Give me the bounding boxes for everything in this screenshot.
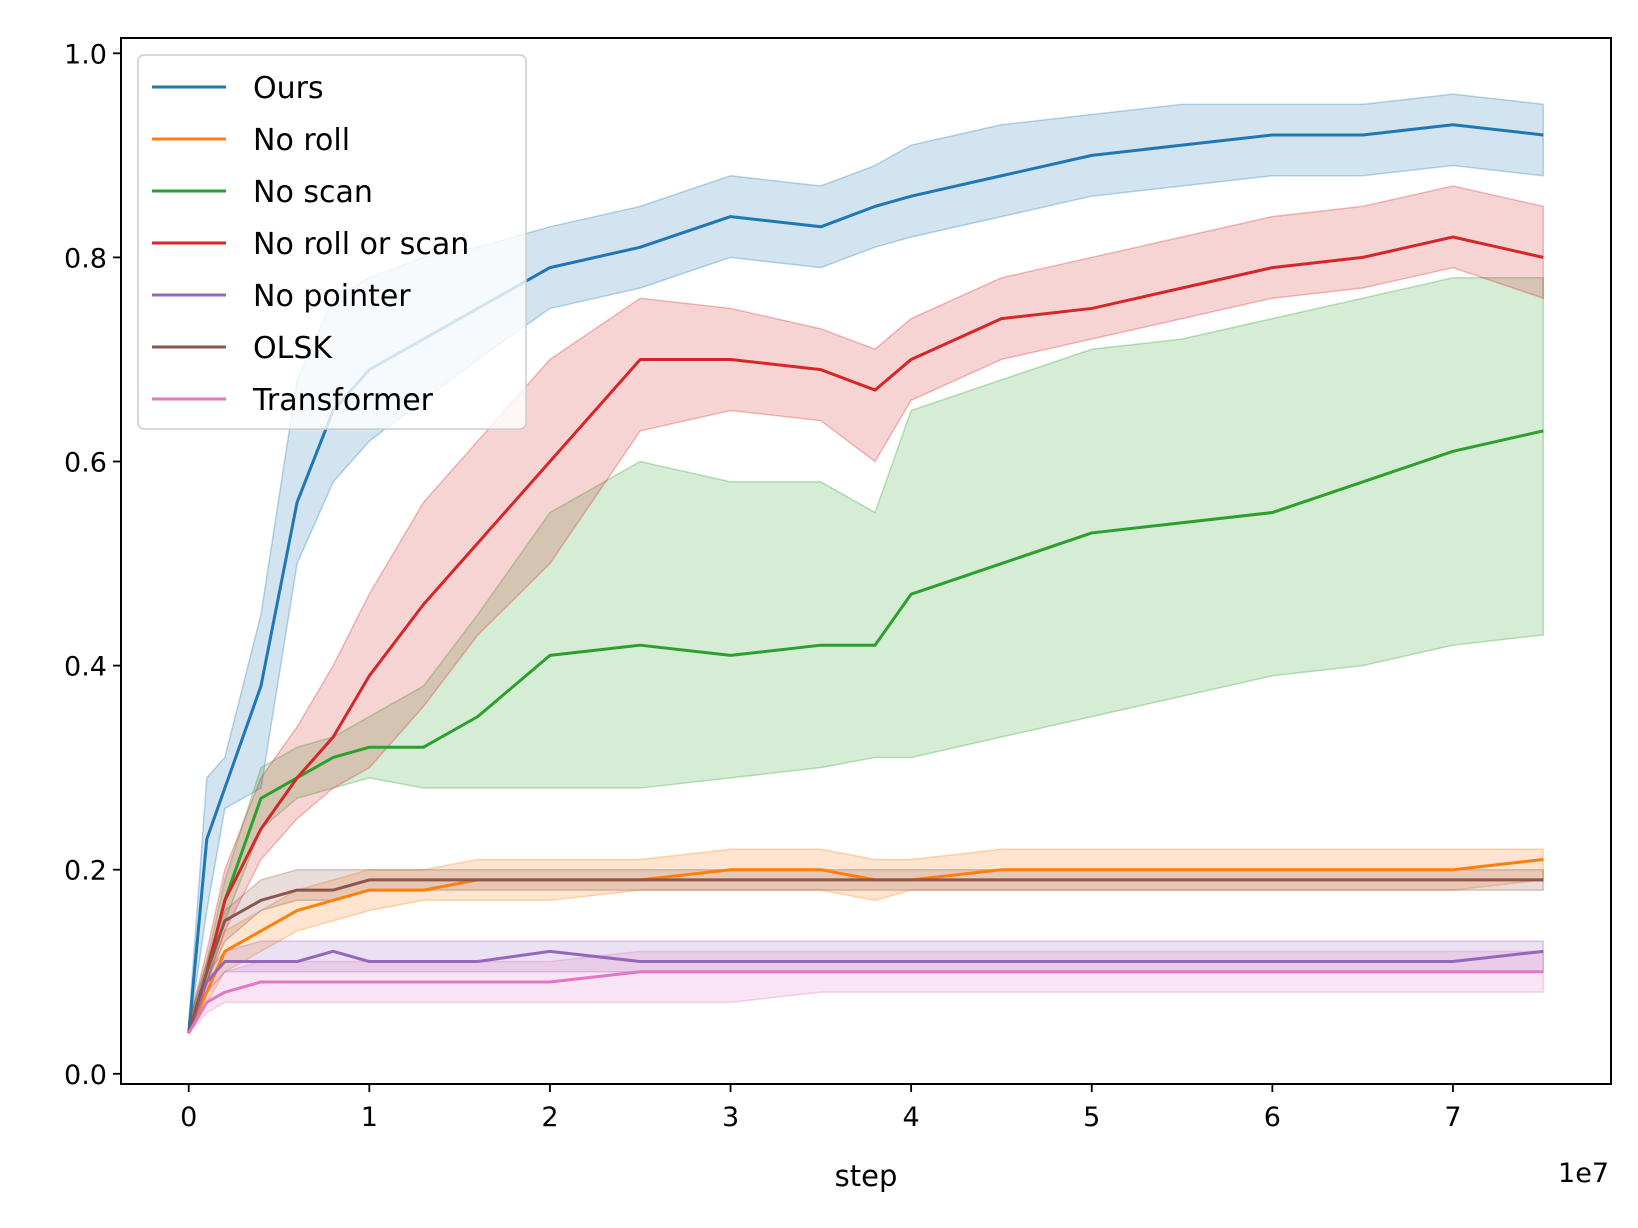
x-tick-label: 0 bbox=[180, 1102, 197, 1133]
legend-label-4: No pointer bbox=[253, 279, 411, 314]
line-series-1 bbox=[187, 857, 1544, 1034]
y-tick-label: 0.2 bbox=[64, 856, 107, 887]
legend-box bbox=[137, 54, 527, 430]
y-tick-label: 1.0 bbox=[64, 39, 107, 70]
y-tick-label: 0.8 bbox=[64, 243, 107, 274]
legend-label-1: No roll bbox=[253, 123, 350, 158]
plot-frame bbox=[120, 37, 1612, 1085]
y-axis: 0.0 0.2 0.4 0.6 0.8 1.0 bbox=[64, 39, 121, 1091]
line-series-3 bbox=[187, 235, 1544, 1034]
x-axis-offset-label: 1e7 bbox=[1558, 1158, 1609, 1189]
line-series-6 bbox=[187, 970, 1544, 1034]
x-tick-label: 5 bbox=[1083, 1102, 1100, 1133]
legend-label-2: No scan bbox=[253, 175, 373, 210]
x-tick-label: 3 bbox=[722, 1102, 739, 1133]
x-tick-label: 4 bbox=[903, 1102, 920, 1133]
legend-label-5: OLSK bbox=[253, 331, 333, 366]
x-tick-label: 1 bbox=[361, 1102, 378, 1133]
y-tick-label: 0.4 bbox=[64, 652, 107, 683]
y-tick-label: 0.0 bbox=[64, 1060, 107, 1091]
line-series-5 bbox=[187, 878, 1544, 1034]
legend-label-3: No roll or scan bbox=[253, 227, 469, 262]
x-tick-label: 6 bbox=[1264, 1102, 1281, 1133]
legend-label-6: Transformer bbox=[252, 383, 434, 418]
legend-label-0: Ours bbox=[253, 71, 324, 106]
line-series-0 bbox=[187, 123, 1544, 1034]
x-tick-label: 7 bbox=[1444, 1102, 1461, 1133]
y-tick-label: 0.6 bbox=[64, 448, 107, 479]
series-lines bbox=[187, 123, 1544, 1034]
legend: Ours No roll No scan No roll or scan No poin… bbox=[137, 54, 527, 430]
x-axis: 0 1 2 3 4 5 6 7 bbox=[180, 1084, 1462, 1133]
x-tick-label: 2 bbox=[541, 1102, 558, 1133]
line-series-2 bbox=[187, 429, 1544, 1034]
x-axis-label: step bbox=[835, 1159, 898, 1193]
line-series-4 bbox=[187, 949, 1544, 1034]
band-series-2 bbox=[187, 277, 1545, 1034]
